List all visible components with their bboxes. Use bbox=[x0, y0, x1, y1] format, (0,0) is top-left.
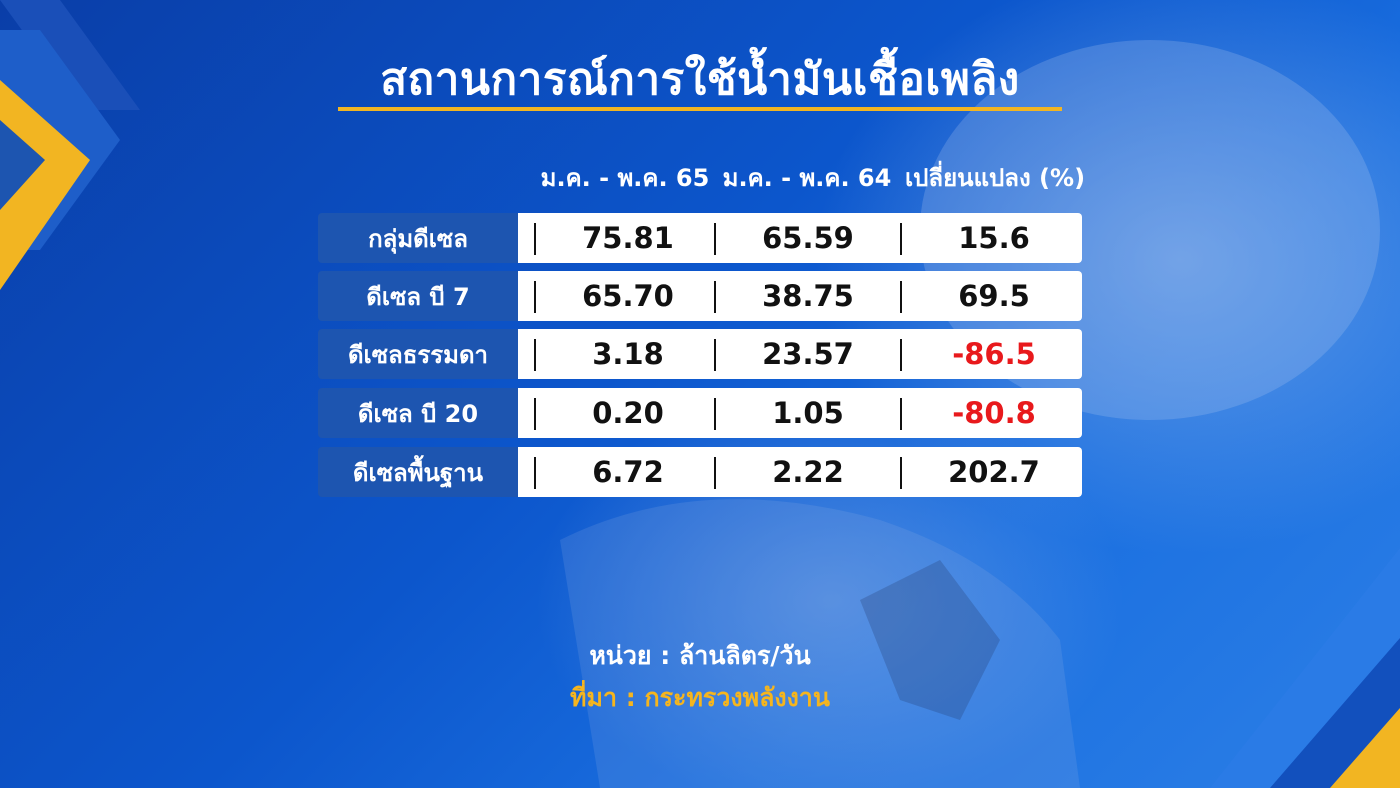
value-2564: 38.75 bbox=[762, 279, 854, 313]
value-change: -80.8 bbox=[952, 396, 1036, 430]
value-2565: 0.20 bbox=[592, 396, 664, 430]
value-2564: 1.05 bbox=[772, 396, 844, 430]
value-2564: 23.57 bbox=[762, 337, 854, 371]
column-divider bbox=[534, 281, 536, 313]
row-label: ดีเซลพื้นฐาน bbox=[318, 447, 518, 497]
column-divider bbox=[900, 457, 902, 489]
row-values: 65.70 38.75 69.5 bbox=[518, 271, 1082, 321]
column-divider bbox=[714, 457, 716, 489]
column-divider bbox=[900, 398, 902, 430]
column-divider bbox=[534, 398, 536, 430]
column-divider bbox=[714, 223, 716, 255]
column-header-change: เปลี่ยนแปลง (%) bbox=[904, 164, 1086, 192]
page-title: สถานการณ์การใช้น้ำมันเชื้อเพลิง bbox=[380, 54, 1020, 105]
value-2565: 6.72 bbox=[592, 455, 664, 489]
value-change: 202.7 bbox=[948, 455, 1040, 489]
table-row: ดีเซล บี 20 0.20 1.05 -80.8 bbox=[318, 388, 1082, 438]
chevron-decoration bbox=[0, 0, 140, 290]
row-values: 0.20 1.05 -80.8 bbox=[518, 388, 1082, 438]
column-divider bbox=[900, 223, 902, 255]
column-divider bbox=[714, 398, 716, 430]
column-divider bbox=[534, 339, 536, 371]
column-divider bbox=[534, 457, 536, 489]
table-row: ดีเซลธรรมดา 3.18 23.57 -86.5 bbox=[318, 329, 1082, 379]
row-label: ดีเซล บี 7 bbox=[318, 271, 518, 321]
table-row: กลุ่มดีเซล 75.81 65.59 15.6 bbox=[318, 213, 1082, 263]
value-2564: 65.59 bbox=[762, 221, 854, 255]
row-values: 3.18 23.57 -86.5 bbox=[518, 329, 1082, 379]
corner-decoration bbox=[1210, 548, 1400, 788]
title-underline bbox=[338, 107, 1062, 111]
value-change: -86.5 bbox=[952, 337, 1036, 371]
value-change: 15.6 bbox=[958, 221, 1030, 255]
column-header-2564: ม.ค. - พ.ค. 64 bbox=[722, 164, 892, 192]
value-change: 69.5 bbox=[958, 279, 1030, 313]
value-2565: 65.70 bbox=[582, 279, 674, 313]
column-divider bbox=[534, 223, 536, 255]
row-values: 6.72 2.22 202.7 bbox=[518, 447, 1082, 497]
source-note: ที่มา : กระทรวงพลังงาน bbox=[570, 683, 830, 712]
row-values: 75.81 65.59 15.6 bbox=[518, 213, 1082, 263]
column-divider bbox=[900, 339, 902, 371]
column-divider bbox=[714, 339, 716, 371]
table-row: ดีเซล บี 7 65.70 38.75 69.5 bbox=[318, 271, 1082, 321]
unit-note: หน่วย : ล้านลิตร/วัน bbox=[589, 641, 811, 670]
row-label: ดีเซล บี 20 bbox=[318, 388, 518, 438]
value-2564: 2.22 bbox=[772, 455, 844, 489]
value-2565: 75.81 bbox=[582, 221, 674, 255]
column-divider bbox=[714, 281, 716, 313]
value-2565: 3.18 bbox=[592, 337, 664, 371]
row-label: กลุ่มดีเซล bbox=[318, 213, 518, 263]
table-row: ดีเซลพื้นฐาน 6.72 2.22 202.7 bbox=[318, 447, 1082, 497]
column-divider bbox=[900, 281, 902, 313]
row-label: ดีเซลธรรมดา bbox=[318, 329, 518, 379]
column-header-2565: ม.ค. - พ.ค. 65 bbox=[540, 164, 710, 192]
